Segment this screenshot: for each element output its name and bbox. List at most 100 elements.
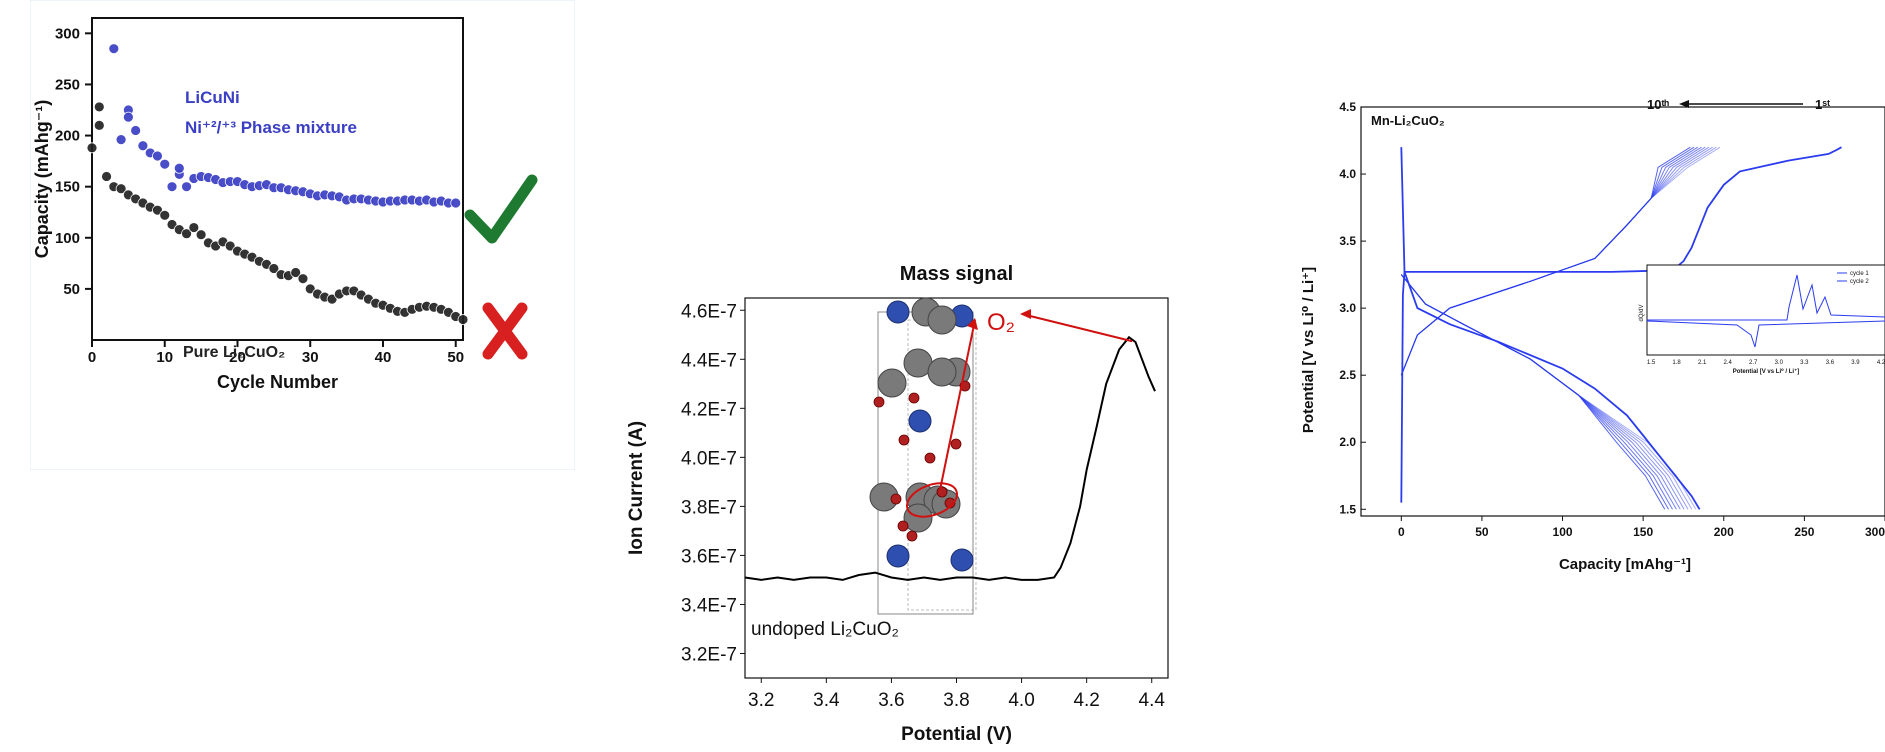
data-point	[195, 229, 207, 241]
data-point	[304, 283, 316, 295]
data-point	[326, 293, 338, 305]
y-tick-label: 100	[55, 230, 80, 247]
y-tick-label: 4.5	[1339, 100, 1356, 114]
y-tick-label: 4.4E-7	[681, 350, 737, 371]
inset-xlabel: Potential [V vs Li⁰ / Li⁺]	[1733, 368, 1799, 375]
data-point	[86, 142, 98, 154]
cycle-curve	[1400, 146, 1842, 503]
o-atom	[897, 520, 909, 532]
x-tick-label: 3.8	[943, 690, 969, 711]
data-point	[93, 119, 105, 131]
y-tick-label: 250	[55, 76, 80, 93]
inset-x-tick-label: 3.9	[1851, 360, 1860, 366]
x-tick-label: 300	[1865, 525, 1885, 539]
data-point	[457, 314, 469, 325]
data-point	[159, 158, 171, 170]
data-point	[108, 43, 120, 55]
data-point	[166, 181, 178, 193]
x-tick-label: 250	[1794, 525, 1814, 539]
x-tick-label: 50	[1475, 525, 1489, 539]
mass-signal-chart: Mass signal 3.2 3.4 3.6 3.8 4.0 4.2 4.4 3.2E-7 3.…	[620, 250, 1200, 747]
y-tick-label: 4.0	[1339, 167, 1356, 181]
x-tick-label: 30	[302, 349, 319, 366]
x-tick-label: 20	[229, 349, 246, 366]
inset-charge-curve	[1647, 274, 1885, 321]
data-point	[224, 240, 236, 252]
o-atom	[924, 452, 936, 464]
y-tick-label: 1.5	[1339, 502, 1356, 516]
x-tick-label: 10	[156, 349, 173, 366]
inset-ylabel: dQ/dV	[1639, 304, 1645, 321]
y-tick-label: 3.2E-7	[681, 644, 737, 665]
data-point	[115, 183, 127, 195]
potential-capacity-svg: 0 50 100 150 200 250 300 1.5 2.0 2.5 3.0 3.5 4.0 4.5 C…	[1300, 97, 1885, 573]
capacity-cycle-chart: 0 10 20 30 40 50 50 100 150 200 250 300 Cycle Number…	[29, 0, 576, 471]
y-tick-label: 4.6E-7	[681, 301, 737, 322]
o2-arrowhead-up	[967, 318, 978, 330]
inset-legend-label: cycle 1	[1850, 271, 1869, 277]
y-tick-label: 200	[55, 128, 80, 145]
checkmark-icon	[464, 174, 538, 244]
data-point	[181, 181, 192, 193]
sample-label: Mn-Li₂CuO₂	[1371, 113, 1445, 128]
discharge-curve	[1400, 274, 1677, 510]
inset-x-tick-label: 1.8	[1672, 360, 1681, 366]
li-atom	[903, 503, 933, 533]
plot-frame	[1360, 106, 1885, 517]
y-tick-label: 150	[55, 179, 80, 196]
y-tick-label: 3.5	[1339, 234, 1356, 248]
data-point	[122, 111, 134, 123]
data-point	[159, 209, 171, 221]
data-point	[130, 125, 142, 136]
x-tick-label: 150	[1633, 525, 1653, 539]
x-tick-label: 100	[1553, 525, 1573, 539]
x-tick-label: 4.0	[1008, 690, 1034, 711]
y-tick-label: 3.6E-7	[681, 546, 737, 567]
x-axis-title: Capacity [mAhg⁻¹]	[1559, 556, 1691, 573]
y-tick-label: 3.8E-7	[681, 497, 737, 518]
li-atom	[927, 305, 957, 335]
data-point	[173, 162, 185, 174]
cross-icon	[482, 302, 528, 360]
o2-arrow-line-peak	[1021, 313, 1133, 343]
y-tick-label: 3.4E-7	[681, 595, 737, 616]
discharge-curve	[1400, 274, 1670, 510]
o-atom	[936, 486, 948, 498]
x-tick-label: 3.2	[748, 690, 774, 711]
potential-capacity-chart: 0 50 100 150 200 250 300 1.5 2.0 2.5 3.0 3.5 4.0 4.5 C…	[1295, 95, 1885, 605]
oxygen-highlight-ellipse	[906, 482, 958, 518]
data-point	[115, 134, 127, 146]
y-axis-title: Capacity (mAhg⁻¹)	[32, 100, 52, 259]
inset-x-tick-label: 4.2	[1877, 360, 1885, 366]
data-point	[101, 171, 112, 182]
annotation-licuni: LiCuNi	[185, 88, 240, 107]
inset-x-tick-label: 3.3	[1800, 360, 1809, 366]
x-tick-label: 0	[1398, 525, 1405, 539]
inset-legend-label: cycle 2	[1850, 279, 1869, 285]
cu-atom	[886, 300, 910, 324]
unit-cell-inner	[907, 319, 977, 611]
mass-signal-svg: Mass signal 3.2 3.4 3.6 3.8 4.0 4.2 4.4 3.2E-7 3.…	[626, 263, 1169, 745]
o2-arrow-line-up	[939, 319, 976, 491]
y-axis-title: Ion Current (A)	[626, 421, 647, 555]
y-tick-label: 3.0	[1339, 301, 1356, 315]
cu-atom	[886, 544, 910, 568]
x-tick-label: 0	[88, 349, 96, 366]
data-point	[137, 140, 149, 152]
plot-frame	[91, 17, 464, 341]
annotation-phase-mixture: Ni⁺²/⁺³ Phase mixture	[185, 118, 357, 137]
x-tick-label: 200	[1714, 525, 1734, 539]
o-atom	[906, 530, 918, 542]
inset-x-tick-label: 2.1	[1698, 360, 1707, 366]
o-atom	[890, 493, 902, 505]
inset-frame	[1646, 264, 1885, 356]
y-tick-label: 300	[55, 25, 80, 42]
inset-x-tick-label: 2.4	[1723, 360, 1732, 366]
data-point	[152, 204, 163, 216]
annotation-pure: Pure Li₂CuO₂	[183, 344, 285, 361]
cu-atom	[908, 409, 932, 433]
inset-discharge-curve	[1646, 320, 1885, 348]
x-tick-label: 3.4	[813, 690, 840, 711]
data-point	[297, 273, 309, 285]
cycle-curve	[1400, 147, 1701, 510]
